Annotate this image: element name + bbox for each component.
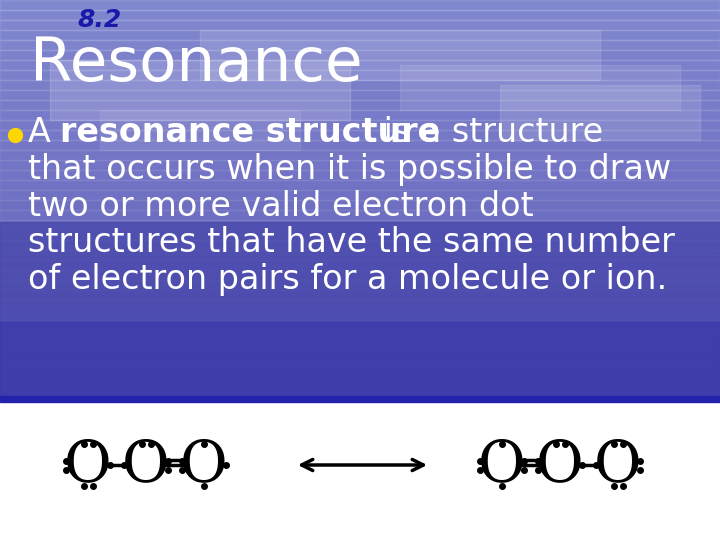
Bar <box>0 190 720 200</box>
Bar <box>0 400 720 540</box>
Bar <box>0 60 720 70</box>
Bar <box>0 280 720 290</box>
Bar <box>0 70 720 80</box>
Bar <box>0 150 720 160</box>
Bar <box>0 390 720 400</box>
Bar <box>400 65 680 110</box>
Bar <box>0 20 720 30</box>
Bar <box>0 130 720 140</box>
Bar <box>0 100 720 110</box>
Bar <box>0 300 720 310</box>
Bar <box>0 320 720 330</box>
Bar <box>0 360 720 370</box>
Bar <box>200 30 600 80</box>
Bar <box>100 110 300 150</box>
Bar <box>0 0 720 10</box>
Bar <box>0 270 720 280</box>
Text: that occurs when it is possible to draw: that occurs when it is possible to draw <box>28 152 671 186</box>
Text: A: A <box>28 116 61 148</box>
Text: two or more valid electron dot: two or more valid electron dot <box>28 190 534 222</box>
Bar <box>0 250 720 260</box>
Text: O: O <box>594 437 642 493</box>
Text: O: O <box>122 437 170 493</box>
Bar <box>0 50 720 60</box>
Bar <box>0 222 720 402</box>
Bar <box>0 80 720 90</box>
Bar <box>0 380 720 390</box>
Text: Resonance: Resonance <box>30 36 363 94</box>
Bar <box>0 350 720 360</box>
Text: resonance structure: resonance structure <box>60 116 440 148</box>
Bar <box>0 30 720 40</box>
Bar <box>0 310 720 320</box>
Bar <box>0 120 720 130</box>
Bar <box>50 60 350 120</box>
Text: structures that have the same number: structures that have the same number <box>28 226 675 260</box>
Text: O: O <box>478 437 526 493</box>
Text: of electron pairs for a molecule or ion.: of electron pairs for a molecule or ion. <box>28 264 667 296</box>
Text: is a structure: is a structure <box>373 116 603 148</box>
Text: O: O <box>536 437 584 493</box>
Bar <box>0 396 720 402</box>
Bar <box>0 40 720 50</box>
Text: 8.2: 8.2 <box>78 8 122 32</box>
Bar <box>0 370 720 380</box>
Bar <box>0 200 720 210</box>
Bar <box>500 85 700 140</box>
Bar <box>0 180 720 190</box>
Bar <box>0 160 720 170</box>
Bar <box>0 10 720 20</box>
Bar <box>0 170 720 180</box>
Bar <box>0 210 720 220</box>
Bar <box>0 340 720 350</box>
Text: O: O <box>64 437 112 493</box>
Bar <box>0 220 720 230</box>
Bar <box>0 260 720 270</box>
Bar <box>0 290 720 300</box>
Bar <box>0 322 720 402</box>
Text: O: O <box>180 437 228 493</box>
Bar <box>0 90 720 100</box>
Bar <box>0 140 720 150</box>
Bar <box>0 110 720 120</box>
Bar <box>0 240 720 250</box>
Bar <box>0 230 720 240</box>
Bar <box>0 330 720 340</box>
